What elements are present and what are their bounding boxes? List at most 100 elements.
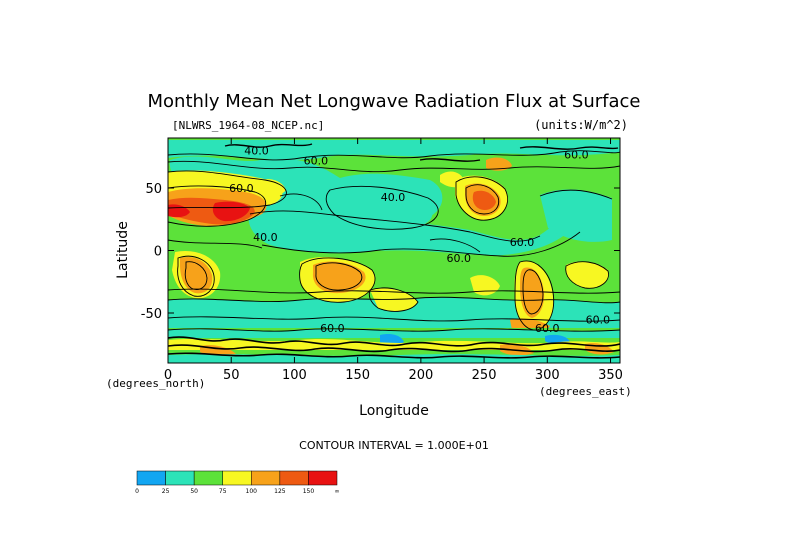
contour-label-text: 60.0 [320,322,345,335]
contour-line [168,336,620,347]
contour-label-text: 60.0 [304,155,329,168]
contour-label-text: 60.0 [586,313,611,326]
contour-line [224,143,313,148]
band-bottom-cyan [168,354,620,363]
y-tick-label: -50 [141,307,162,322]
contour-label: 40.0 [253,231,278,244]
x-tick-label: 0 [164,368,172,383]
colorbar-swatch [222,470,252,486]
x-tick-label: 350 [598,368,623,383]
contour-label-text: 40.0 [381,191,406,204]
contour-line [168,239,263,249]
colorbar-swatch [165,470,195,486]
contour-line [168,352,620,359]
colorbar-level-label: 25 [162,488,170,495]
contour-line [455,176,508,221]
arctic-contours [224,143,619,162]
region-south-cyan [168,297,620,330]
region-east-cyan [540,189,612,242]
contour-label: 60.0 [586,313,611,326]
contour-label-text: 60.0 [535,322,560,335]
patch-yellow-6 [565,261,609,289]
x-tick-label: 300 [535,368,560,383]
contour-line [168,344,620,353]
contour-label-text: 60.0 [510,236,535,249]
patch-redorange-2 [472,190,496,210]
colorbar-level-label: 100 [246,488,258,495]
colorbar-level-label: 0 [135,488,139,495]
contour-line [279,193,323,211]
antarctic-contours [168,336,620,359]
x-tick-label: 50 [223,368,240,383]
patch-yellow-8 [470,275,500,296]
contour-interval-label: CONTOUR INTERVAL = 1.000E+01 [299,439,489,452]
contour-line [168,296,620,304]
contour-label: 60.0 [564,148,589,161]
contour-label-text: 60.0 [564,148,589,161]
colorbar-swatch [251,470,281,486]
contour-lines [168,150,620,332]
contour-line [522,269,544,315]
colorbar-level-label: 125 [274,488,286,495]
patch-orange-3 [312,261,366,294]
band-blue-1 [380,333,404,345]
heatmap-field [168,138,620,363]
contour-line [168,288,620,294]
colorbar-level-label: 75 [219,488,227,495]
contour-line [177,255,215,297]
y-unit-note: (degrees_north) [106,377,205,390]
contour-line [299,257,376,303]
contour-label: 60.0 [510,236,535,249]
x-axis: 0 50 100 150 200 250 300 350 [164,138,623,383]
colorbar: 0 25 50 75 100 125 150 ∞ [135,470,340,495]
contour-label: 40.0 [381,191,406,204]
patch-orange-6 [486,157,512,171]
patch-orange-5 [520,267,545,318]
patch-yellow-9 [440,171,465,188]
colorbar-level-label: 150 [303,488,315,495]
contour-labels: 40.0 60.0 60.0 40.0 40.0 60.0 60.0 60.0 60.0 60.0… [229,145,611,336]
x-tick-label: 250 [472,368,497,383]
colorbar-level-label: 50 [190,488,198,495]
contour-line [429,238,481,253]
contour-label-text: 40.0 [253,231,278,244]
y-tick-label: 0 [154,245,162,260]
contour-label: 60.0 [320,322,345,335]
colorbar-swatch [308,470,338,486]
contour-line [261,231,581,257]
chart-title: Monthly Mean Net Longwave Radiation Flux… [148,91,641,112]
contour-line [465,184,500,215]
contour-line [565,261,609,289]
contour-line [168,170,287,209]
contour-line [539,189,613,200]
patch-red-1 [212,201,250,222]
x-tick-label: 150 [345,368,370,383]
contour-label-text: 40.0 [244,145,269,158]
patch-yellow-7 [370,288,418,312]
contour-line [315,262,363,291]
colorbar-swatch [136,470,166,486]
contour-line [368,287,419,312]
contour-label: 40.0 [244,145,269,158]
contour-line [168,150,620,161]
cyan-regions [168,140,620,330]
region-equatorial-cyan [248,209,576,256]
contour-line [168,160,620,173]
y-axis: 50 0 -50 [141,182,620,322]
x-axis-label: Longitude [359,403,429,419]
contour-line [168,316,620,322]
y-axis-label: Latitude [115,221,131,279]
x-unit-note: (degrees_east) [539,385,632,398]
colorbar-swatch [279,470,309,486]
file-label: [NLWRS_1964-08_NCEP.nc] [172,119,324,132]
contour-label-text: 60.0 [229,182,254,195]
contour-label: 60.0 [229,182,254,195]
contour-label: 60.0 [447,252,472,265]
red-patches [168,190,496,225]
y-tick-label: 50 [145,182,162,197]
x-tick-label: 200 [408,368,433,383]
contour-line [168,185,266,227]
contour-line [168,328,620,332]
contour-line [184,261,208,290]
